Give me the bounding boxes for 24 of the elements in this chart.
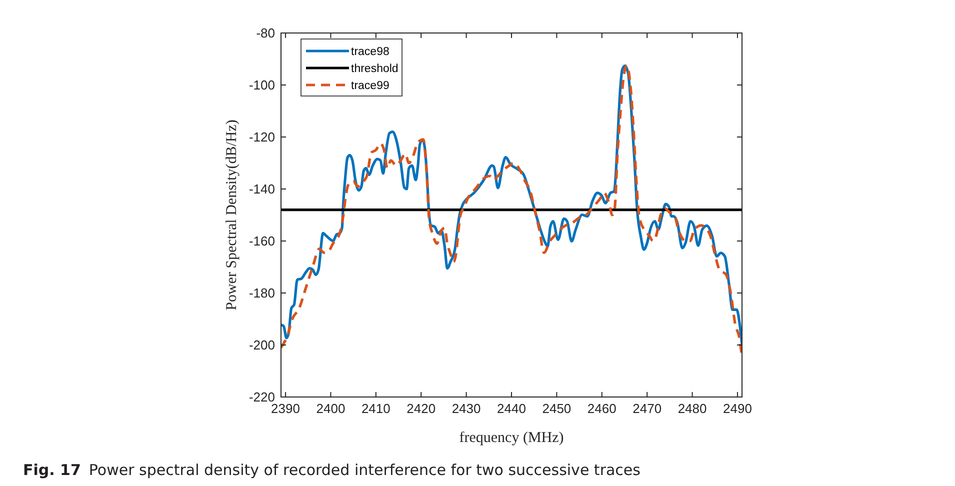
- y-tick-label: -200: [248, 338, 275, 352]
- y-tick-label: -120: [248, 130, 275, 144]
- x-tick-label: 2460: [587, 401, 616, 416]
- x-tick-label: 2480: [678, 401, 707, 416]
- y-tick-label: -180: [248, 286, 275, 300]
- text: Power spectral density of recorded interference for two successive traces: [88, 461, 641, 479]
- x-tick-label: 2490: [723, 401, 752, 416]
- x-tick-label: 2430: [452, 401, 481, 416]
- legend-label: threshold: [351, 63, 398, 75]
- x-tick-label: 2420: [406, 401, 436, 416]
- legend-label: trace98: [351, 46, 390, 58]
- y-axis-title: Power Spectral Density(dB/Hz): [224, 120, 240, 310]
- y-tick-label: -100: [248, 78, 275, 92]
- y-tick-label: -160: [248, 234, 275, 248]
- legend-label: trace99: [351, 80, 390, 92]
- y-tick-label: -80: [256, 26, 275, 40]
- caption: Fig. 17: [23, 461, 81, 479]
- x-tick-label: 2400: [316, 401, 346, 416]
- x-tick-label: 2450: [542, 401, 572, 416]
- x-tick-label: 2440: [497, 401, 526, 416]
- x-tick-label: 2470: [632, 401, 662, 416]
- x-tick-label: 2410: [361, 401, 390, 416]
- y-tick-label: -140: [248, 182, 275, 196]
- x-axis-title: frequency (MHz): [459, 430, 564, 446]
